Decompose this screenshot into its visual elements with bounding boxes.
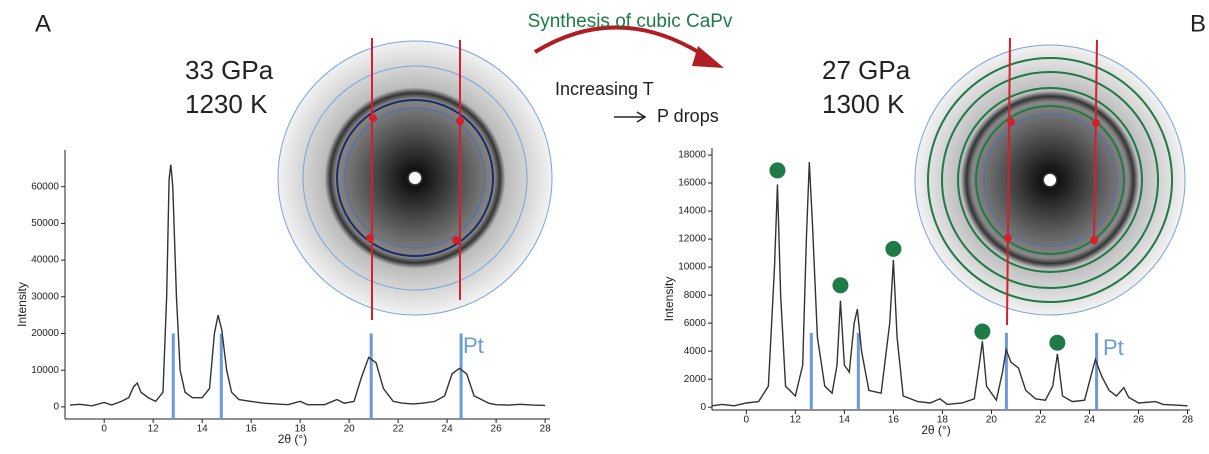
y-tick-label: 10000	[678, 262, 706, 273]
y-tick-label: 0	[700, 402, 706, 413]
y-tick-label: 50000	[31, 218, 59, 229]
y-tick-label: 30000	[31, 291, 59, 302]
x-tick-label: 0	[744, 415, 750, 426]
y-tick-label: 18000	[678, 150, 706, 161]
y-tick-label: 6000	[684, 318, 707, 329]
condition-label: 1300 K	[822, 89, 905, 119]
x-tick-label: 18	[295, 424, 307, 435]
y-tick-label: 4000	[684, 346, 707, 357]
x-tick-label: 28	[540, 424, 552, 435]
y-axis-label: Intensity	[15, 282, 29, 327]
x-tick-label: 14	[839, 415, 851, 426]
panel-label: A	[35, 10, 51, 37]
x-tick-label: 24	[1084, 415, 1096, 426]
phase-dot	[974, 323, 991, 340]
phase-dot	[832, 277, 849, 294]
phase-dot	[885, 240, 902, 257]
step-label: P drops	[657, 106, 719, 126]
pattern-line	[711, 161, 1188, 407]
reference-line	[1095, 332, 1099, 410]
condition-label: 33 GPa	[185, 55, 274, 85]
y-tick-label: 0	[53, 402, 59, 413]
x-axis-label: 2θ (°)	[278, 432, 307, 446]
reference-line	[856, 332, 860, 410]
x-tick-label: 12	[148, 424, 160, 435]
x-tick-label: 0	[101, 424, 107, 435]
y-tick-label: 12000	[678, 234, 706, 245]
x-tick-label: 16	[246, 424, 258, 435]
y-tick-label: 10000	[31, 365, 59, 376]
diffraction-image-a	[277, 38, 553, 320]
reference-line	[459, 333, 463, 419]
y-tick-label: 16000	[678, 178, 706, 189]
reference-line	[171, 333, 175, 419]
reference-line	[809, 332, 813, 410]
step-arrowhead	[636, 111, 647, 123]
x-tick-label: 22	[393, 424, 405, 435]
condition-label: 27 GPa	[822, 55, 911, 85]
panel-label: B	[1190, 10, 1206, 37]
y-tick-label: 2000	[684, 374, 707, 385]
phase-dot	[1049, 334, 1066, 351]
y-tick-label: 60000	[31, 181, 59, 192]
x-tick-label: 16	[888, 415, 900, 426]
y-tick-label: 8000	[684, 290, 707, 301]
x-tick-label: 22	[1035, 415, 1047, 426]
x-tick-label: 28	[1182, 415, 1194, 426]
x-tick-label: 20	[986, 415, 998, 426]
y-tick-label: 40000	[31, 255, 59, 266]
reference-line	[1004, 332, 1008, 410]
reference-label: Pt	[463, 333, 484, 358]
reference-line	[369, 333, 373, 419]
condition-label: 1230 K	[185, 89, 268, 119]
pattern-line	[69, 164, 546, 407]
y-tick-label: 14000	[678, 206, 706, 217]
y-tick-label: 20000	[31, 328, 59, 339]
phase-dot	[769, 162, 786, 179]
x-tick-label: 12	[790, 415, 802, 426]
reference-label: Pt	[1103, 335, 1124, 360]
step-label: Increasing T	[555, 79, 654, 99]
y-axis-label: Intensity	[662, 277, 676, 322]
x-tick-label: 26	[491, 424, 503, 435]
x-tick-label: 26	[1133, 415, 1145, 426]
x-tick-label: 20	[344, 424, 356, 435]
x-tick-label: 14	[197, 424, 209, 435]
x-tick-label: 18	[937, 415, 949, 426]
x-axis-label: 2θ (°)	[921, 423, 950, 437]
synthesis-label: Synthesis of cubic CaPv	[528, 11, 733, 32]
synthesis-arrowhead	[692, 46, 724, 68]
x-tick-label: 24	[442, 424, 454, 435]
diffraction-image-b	[914, 37, 1186, 326]
synthesis-arrow	[533, 25, 710, 60]
reference-line	[219, 333, 223, 419]
